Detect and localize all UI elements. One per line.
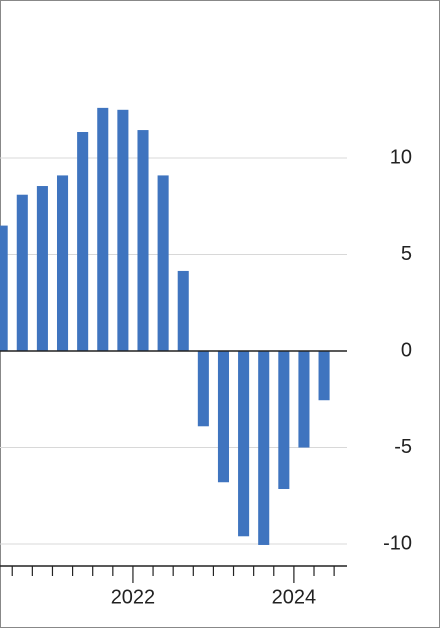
bar bbox=[298, 351, 310, 448]
bar bbox=[238, 351, 250, 537]
bar bbox=[177, 270, 189, 352]
bar bbox=[36, 186, 48, 352]
bar bbox=[258, 351, 270, 545]
y-tick-label: 5 bbox=[401, 243, 412, 265]
bar bbox=[0, 225, 8, 352]
y-tick-label: 10 bbox=[390, 146, 412, 168]
bar bbox=[56, 175, 69, 352]
bar bbox=[318, 351, 330, 401]
y-tick-label: -10 bbox=[383, 532, 412, 554]
bar bbox=[117, 109, 129, 352]
bar bbox=[97, 107, 109, 352]
x-tick-label: 2022 bbox=[111, 586, 156, 608]
x-tick-label: 2024 bbox=[272, 586, 317, 608]
bar bbox=[77, 131, 89, 352]
bar bbox=[16, 194, 28, 352]
bar bbox=[217, 351, 230, 483]
y-tick-label: 0 bbox=[401, 339, 412, 361]
bar bbox=[197, 351, 209, 427]
bar bbox=[157, 175, 169, 352]
bar bbox=[137, 130, 149, 352]
bar bbox=[278, 351, 290, 490]
y-tick-label: -5 bbox=[394, 436, 412, 458]
